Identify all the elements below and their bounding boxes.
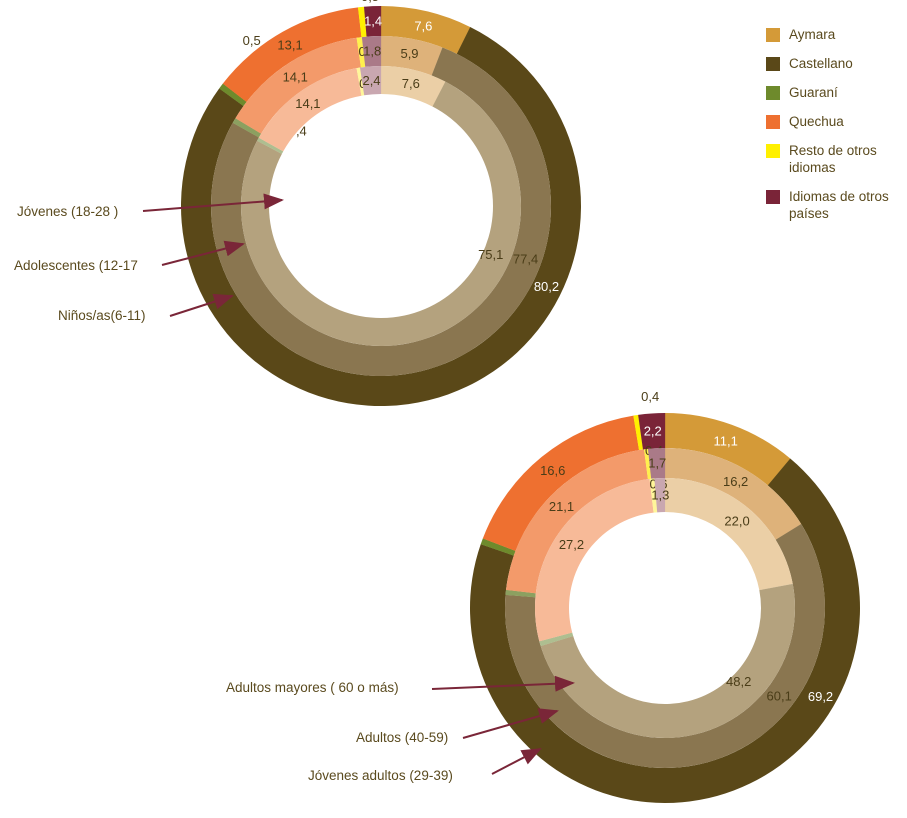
ring-pointer-arrow	[431, 675, 575, 692]
donut-chart-top: 7,680,20,513,10,51,45,977,40,514,10,51,8…	[180, 0, 581, 407]
data-label-inner-1: 75,1	[478, 247, 503, 262]
ring-label: Adultos (40-59)	[356, 730, 448, 745]
data-label-inner-0: 22,0	[724, 513, 749, 528]
data-label-outer-3: 13,1	[277, 37, 302, 52]
donut-slice-inner-2	[257, 137, 284, 154]
legend-label: Resto de otros idiomas	[789, 143, 877, 175]
donut-chart-bottom: 11,169,20,516,60,42,216,260,10,521,10,41…	[469, 389, 860, 804]
donut-slice-outer-1	[469, 458, 860, 804]
legend-label: Aymara	[789, 27, 836, 42]
donut-slice-middle-5	[361, 36, 382, 67]
donut-slice-outer-3	[222, 7, 362, 102]
donut-slice-inner-1	[540, 583, 795, 738]
data-label-middle-5: 1,8	[363, 44, 381, 59]
donut-slice-outer-5	[363, 6, 382, 37]
donut-slice-outer-4	[357, 6, 367, 38]
data-label-outer-4: 0,5	[361, 0, 379, 4]
donut-slice-middle-1	[505, 523, 825, 768]
donut-slice-outer-2	[219, 83, 247, 107]
legend-item: Castellano	[766, 55, 906, 72]
data-label-middle-5: 1,7	[648, 456, 666, 471]
data-label-outer-4: 0,4	[641, 389, 659, 404]
donut-slice-outer-3	[482, 415, 640, 551]
donut-slice-inner-3	[258, 68, 362, 152]
data-label-outer-1: 80,2	[534, 279, 559, 294]
legend: Aymara Castellano Guaraní Quechua Resto de o…	[766, 26, 906, 234]
legend-swatch	[766, 115, 780, 129]
donut-slice-middle-0	[381, 36, 443, 76]
donut-slice-inner-5	[359, 66, 382, 96]
legend-label: Guaraní	[789, 85, 838, 100]
ring-group-labels: Jóvenes (18-28 ) Adolescentes (12-17 Niños…	[14, 193, 575, 783]
ring-pointer-arrow	[169, 293, 234, 317]
data-label-inner-5: 2,4	[362, 73, 380, 88]
legend-swatch	[766, 86, 780, 100]
data-label-middle-3: 21,1	[549, 499, 574, 514]
legend-item: Resto de otros idiomas	[766, 142, 906, 176]
data-label-middle-0: 16,2	[723, 474, 748, 489]
donut-slice-outer-0	[665, 413, 791, 486]
ring-label: Adolescentes (12-17	[14, 258, 138, 273]
legend-swatch	[766, 28, 780, 42]
data-label-inner-3: 14,1	[295, 96, 320, 111]
ring-pointer-arrow	[142, 193, 284, 212]
legend-item: Quechua	[766, 113, 906, 130]
data-label-outer-5: 2,2	[644, 423, 662, 438]
donut-slice-middle-2	[505, 589, 536, 598]
donut-slice-inner-0	[381, 66, 446, 107]
legend-label: Castellano	[789, 56, 853, 71]
donut-slice-outer-4	[633, 414, 644, 451]
donut-slice-outer-5	[638, 413, 666, 450]
donut-slice-inner-4	[356, 67, 365, 96]
ring-label: Jóvenes adultos (29-39)	[308, 768, 453, 783]
legend-item: Idiomas de otros países	[766, 188, 906, 222]
donut-slice-inner-3	[535, 478, 654, 642]
donut-slice-inner-4	[649, 478, 658, 513]
ring-label: Niños/as(6-11)	[58, 308, 146, 323]
donut-slice-middle-5	[647, 448, 666, 479]
data-label-outer-1: 69,2	[808, 689, 833, 704]
donut-slice-inner-5	[654, 478, 666, 513]
donut-slice-middle-0	[665, 448, 802, 540]
data-label-outer-3: 16,6	[540, 463, 565, 478]
legend-swatch	[766, 190, 780, 204]
legend-swatch	[766, 57, 780, 71]
donut-slice-middle-3	[235, 37, 361, 134]
data-label-outer-0: 11,1	[713, 434, 737, 449]
donut-slice-middle-2	[232, 118, 262, 138]
ring-label: Jóvenes (18-28 )	[17, 204, 118, 219]
data-label-middle-1: 77,4	[513, 252, 538, 267]
ring-pointer-arrow	[462, 708, 559, 739]
ring-pointer-arrow	[161, 240, 245, 266]
data-label-outer-2: 0,5	[243, 33, 261, 48]
ring-label: Adultos mayores ( 60 o más)	[226, 680, 399, 695]
legend-item: Aymara	[766, 26, 906, 43]
data-label-outer-0: 7,6	[414, 18, 432, 33]
data-label-middle-0: 5,9	[400, 46, 418, 61]
data-label-inner-1: 48,2	[726, 674, 751, 689]
donut-slice-inner-0	[665, 478, 793, 591]
donut-slice-middle-4	[643, 448, 652, 480]
donut-slice-middle-4	[356, 37, 366, 68]
ring-pointer-arrow	[491, 748, 542, 775]
data-label-inner-3: 27,2	[559, 537, 584, 552]
data-label-inner-5: 1,3	[651, 488, 669, 503]
legend-item: Guaraní	[766, 84, 906, 101]
data-label-middle-1: 60,1	[767, 688, 792, 703]
legend-label: Quechua	[789, 114, 844, 129]
legend-label: Idiomas de otros países	[789, 189, 889, 221]
donut-slice-outer-2	[480, 538, 516, 556]
donut-slice-middle-3	[506, 449, 649, 594]
data-label-inner-0: 7,6	[402, 76, 420, 91]
donut-slice-inner-2	[539, 632, 574, 647]
legend-swatch	[766, 144, 780, 158]
data-label-middle-3: 14,1	[283, 69, 308, 84]
donut-slice-outer-0	[381, 6, 471, 54]
data-label-outer-5: 1,4	[364, 14, 382, 29]
